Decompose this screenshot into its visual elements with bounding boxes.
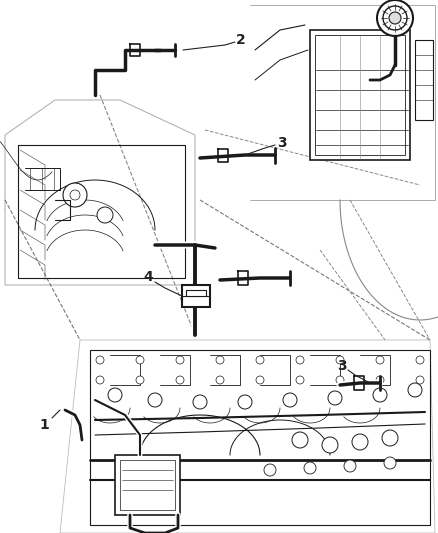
Circle shape — [264, 464, 276, 476]
Bar — [315, 35, 405, 155]
Circle shape — [292, 432, 308, 448]
Circle shape — [70, 190, 80, 200]
Circle shape — [376, 356, 384, 364]
Circle shape — [384, 457, 396, 469]
Circle shape — [336, 356, 344, 364]
Circle shape — [256, 356, 264, 364]
Circle shape — [108, 388, 122, 402]
Circle shape — [322, 437, 338, 453]
Circle shape — [193, 395, 207, 409]
Circle shape — [383, 6, 407, 30]
Text: 2: 2 — [236, 33, 246, 47]
Circle shape — [96, 376, 104, 384]
Circle shape — [382, 430, 398, 446]
Circle shape — [176, 376, 184, 384]
Bar — [115, 455, 180, 515]
Circle shape — [336, 376, 344, 384]
Circle shape — [373, 388, 387, 402]
Circle shape — [389, 12, 401, 24]
Circle shape — [377, 0, 413, 36]
Bar — [186, 290, 206, 296]
Circle shape — [328, 391, 342, 405]
Circle shape — [148, 393, 162, 407]
Circle shape — [256, 376, 264, 384]
Text: 3: 3 — [277, 136, 287, 150]
Text: 3: 3 — [337, 359, 347, 373]
Circle shape — [96, 356, 104, 364]
Circle shape — [376, 376, 384, 384]
Circle shape — [283, 393, 297, 407]
Bar — [120, 460, 175, 510]
Circle shape — [408, 383, 422, 397]
Circle shape — [216, 376, 224, 384]
Circle shape — [416, 356, 424, 364]
Circle shape — [136, 356, 144, 364]
Circle shape — [238, 395, 252, 409]
Circle shape — [416, 376, 424, 384]
Bar — [182, 285, 210, 307]
Circle shape — [352, 434, 368, 450]
Circle shape — [216, 356, 224, 364]
Circle shape — [136, 376, 144, 384]
Circle shape — [176, 356, 184, 364]
Bar — [415, 40, 433, 120]
Circle shape — [97, 207, 113, 223]
Circle shape — [296, 356, 304, 364]
Bar — [310, 30, 410, 160]
Circle shape — [296, 376, 304, 384]
Text: 1: 1 — [39, 418, 49, 432]
Circle shape — [304, 462, 316, 474]
Circle shape — [63, 183, 87, 207]
Text: 4: 4 — [143, 270, 153, 284]
Circle shape — [344, 460, 356, 472]
Bar — [90, 350, 430, 525]
